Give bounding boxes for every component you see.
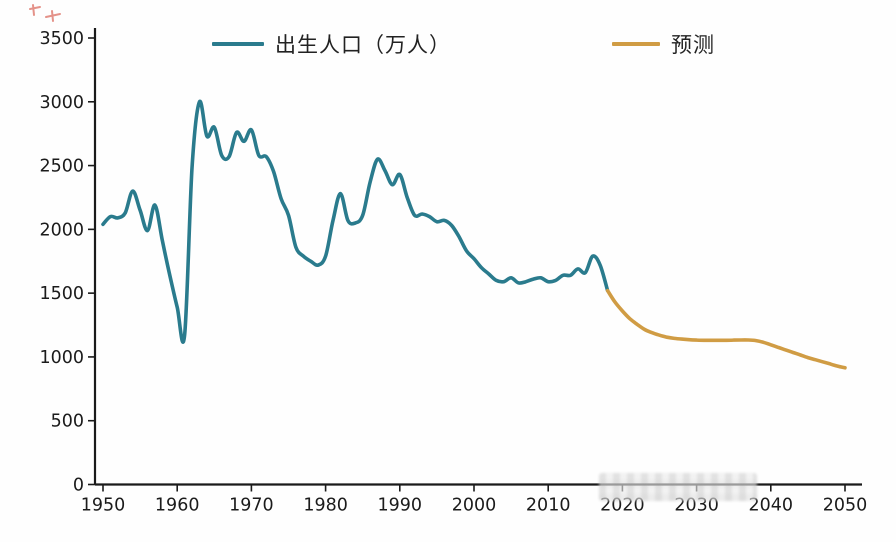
x-tick-label: 2030 <box>674 496 719 516</box>
x-tick-label: 1960 <box>155 496 200 516</box>
y-tick-label: 3500 <box>39 29 84 49</box>
x-tick-label: 2000 <box>452 496 497 516</box>
y-tick-label: 0 <box>73 476 84 496</box>
legend-swatch-birth-population <box>212 42 264 46</box>
y-tick-label: 1500 <box>39 284 84 304</box>
legend-label-forecast: 预测 <box>671 33 715 57</box>
legend-item-forecast: 预测 <box>612 30 715 58</box>
forecast-line <box>605 288 847 370</box>
y-axis: 0 500 1000 1500 2000 2500 3000 3500 <box>39 29 95 496</box>
y-tick-label: 2000 <box>39 220 84 240</box>
x-tick-label: 1980 <box>303 496 348 516</box>
legend-swatch-forecast <box>612 42 660 46</box>
x-tick-label: 2010 <box>526 496 571 516</box>
x-axis: 1950 1960 1970 1980 1990 2000 2010 2020 2030 2040… <box>81 484 868 516</box>
x-tick-label: 1970 <box>229 496 274 516</box>
x-tick-label: 1950 <box>81 496 126 516</box>
x-tick-label: 2020 <box>600 496 645 516</box>
x-tick-label: 2050 <box>823 496 868 516</box>
y-tick-label: 500 <box>51 412 84 432</box>
historical-birth-line <box>101 99 610 344</box>
y-tick-label: 1000 <box>39 348 84 368</box>
red-scribble-mark <box>29 4 61 22</box>
y-tick-label: 3000 <box>39 93 84 113</box>
legend-label-birth-population: 出生人口（万人） <box>275 33 451 57</box>
legend-item-birth-population: 出生人口（万人） <box>212 30 451 58</box>
y-tick-label: 2500 <box>39 157 84 177</box>
x-tick-label: 1990 <box>378 496 423 516</box>
x-tick-label: 2040 <box>749 496 794 516</box>
